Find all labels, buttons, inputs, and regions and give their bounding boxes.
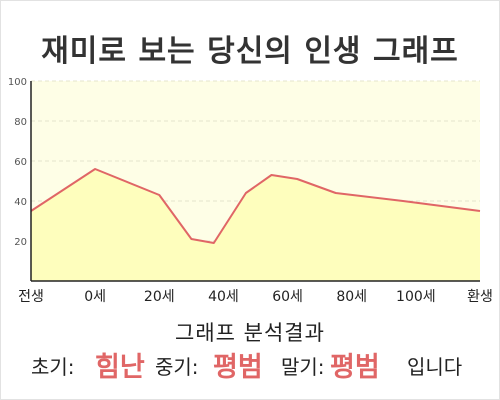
- x-tick-label: 80세: [336, 289, 367, 305]
- late-label: 말기:: [281, 355, 325, 379]
- late-value: 평범: [330, 352, 380, 383]
- y-tick-label: 60: [14, 157, 27, 168]
- x-tick-label: 환생: [467, 289, 493, 305]
- result-suffix: 입니다: [407, 355, 463, 379]
- y-tick-label: 100: [8, 77, 27, 88]
- x-tick-label: 0세: [84, 289, 106, 305]
- chart-title: 재미로 보는 당신의 인생 그래프: [41, 34, 459, 69]
- analysis-result-line: 초기: 힘난 중기: 평범 말기: 평범 입니다: [0, 345, 500, 383]
- middle-label: 중기:: [155, 355, 199, 379]
- series-line: [30, 168, 481, 244]
- analysis-heading: 그래프 분석결과: [175, 321, 325, 345]
- early-value: 힘난: [95, 352, 145, 383]
- x-tick-label: 100세: [396, 289, 436, 305]
- x-tick-label: 60세: [272, 289, 303, 305]
- y-tick-label: 40: [14, 197, 27, 208]
- y-tick-label: 20: [14, 237, 27, 248]
- y-tick-label: 80: [14, 117, 27, 128]
- x-tick-label: 40세: [208, 289, 239, 305]
- early-label: 초기:: [31, 355, 75, 379]
- middle-value: 평범: [213, 352, 263, 383]
- x-tick-label: 전생: [18, 289, 44, 305]
- x-tick-label: 20세: [144, 289, 175, 305]
